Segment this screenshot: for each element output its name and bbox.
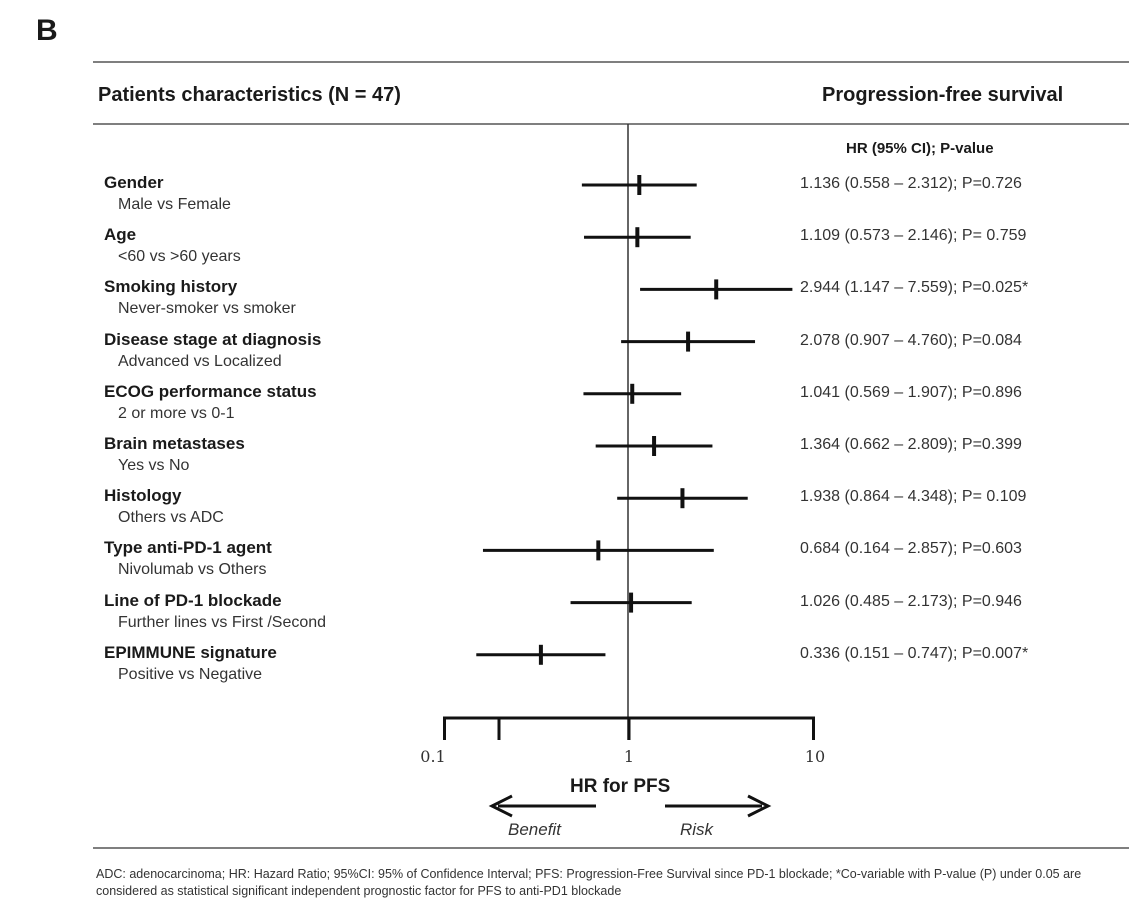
variable-name: Disease stage at diagnosis <box>104 329 322 349</box>
hr-value-label: 1.938 (0.864 – 4.348); P= 0.109 <box>800 488 1027 506</box>
hr-value-label: 1.026 (0.485 – 2.173); P=0.946 <box>800 592 1022 610</box>
variable-comparison: Never-smoker vs smoker <box>118 300 296 318</box>
panel-label: B <box>36 14 58 47</box>
variable-comparison: Further lines vs First /Second <box>118 613 327 631</box>
variable-comparison: Others vs ADC <box>118 509 224 527</box>
x-tick-label: 0.1 <box>420 747 445 766</box>
variable-comparison: Nivolumab vs Others <box>118 561 267 579</box>
x-tick-label: 1 <box>624 747 634 766</box>
hr-value-label: 1.136 (0.558 – 2.312); P=0.726 <box>800 175 1022 192</box>
x-tick-label: 10 <box>805 747 825 766</box>
hr-value-label: 1.364 (0.662 – 2.809); P=0.399 <box>800 436 1022 453</box>
variable-name: Histology <box>104 486 182 506</box>
x-axis-title: HR for PFS <box>570 776 671 797</box>
variable-name: Type anti-PD-1 agent <box>104 538 272 558</box>
hr-value-label: 0.336 (0.151 – 0.747); P=0.007* <box>800 644 1029 662</box>
variable-comparison: Male vs Female <box>118 196 231 213</box>
hr-value-label: 2.078 (0.907 – 4.760); P=0.084 <box>800 331 1022 349</box>
hr-value-label: 2.944 (1.147 – 7.559); P=0.025* <box>800 279 1029 297</box>
hr-value-label: 1.041 (0.569 – 1.907); P=0.896 <box>800 383 1022 401</box>
variable-name: Line of PD-1 blockade <box>104 590 282 610</box>
variable-comparison: <60 vs >60 years <box>118 248 241 266</box>
variable-name: Brain metastases <box>104 434 245 453</box>
hr-value-label: 0.684 (0.164 – 2.857); P=0.603 <box>800 540 1022 558</box>
benefit-arrow-head <box>488 794 513 818</box>
variable-name: Gender <box>104 173 164 192</box>
direction-arrows <box>488 794 772 818</box>
header-right: Progression-free survival <box>822 84 1064 106</box>
header-left: Patients characteristics (N = 47) <box>98 84 401 106</box>
variable-name: Age <box>104 225 137 245</box>
variable-name: EPIMMUNE signature <box>104 642 277 662</box>
benefit-label: Benefit <box>508 820 561 839</box>
variable-comparison: 2 or more vs 0-1 <box>118 404 235 422</box>
risk-arrow-head <box>747 794 772 818</box>
hr-value-label: 1.109 (0.573 – 2.146); P= 0.759 <box>800 227 1027 245</box>
risk-label: Risk <box>680 820 714 839</box>
hr-column-header: HR (95% CI); P-value <box>846 140 994 157</box>
forest-marks <box>476 175 793 665</box>
variable-name: ECOG performance status <box>104 381 317 401</box>
x-axis: 0.1 1 10 <box>420 716 825 766</box>
variable-name: Smoking history <box>104 277 238 297</box>
footnote: ADC: adenocarcinoma; HR: Hazard Ratio; 9… <box>96 867 1082 898</box>
variable-comparison: Advanced vs Localized <box>118 352 282 370</box>
variable-comparison: Positive vs Negative <box>118 665 263 683</box>
variable-comparison: Yes vs No <box>118 457 190 474</box>
